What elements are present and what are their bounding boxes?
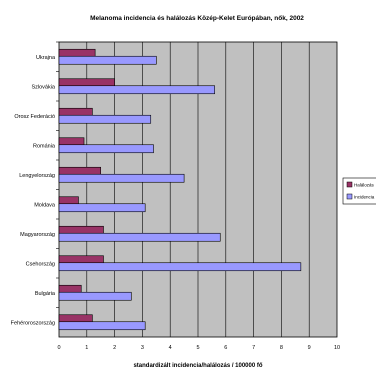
x-tick-label-1: 1 xyxy=(85,345,88,351)
bar-incidencia-3 xyxy=(58,144,154,154)
bar-incidencia-7 xyxy=(58,262,302,272)
bar-incidencia-2 xyxy=(58,114,152,124)
category-label-6: Magyarország xyxy=(20,232,55,238)
x-tick-labels: 0 1 2 3 4 5 6 7 8 9 10 xyxy=(57,345,340,351)
bar-incidencia-0 xyxy=(58,55,157,65)
chart-title: Melanoma incidencia és halálozás Közép-K… xyxy=(90,15,304,22)
legend-label-incidencia: Incidencia xyxy=(354,195,375,200)
legend-label-halalozas: Halálozás xyxy=(354,183,375,188)
bar-incidencia-8 xyxy=(58,291,132,301)
category-label-1: Szlovákia xyxy=(31,84,55,90)
legend-swatch-incidencia xyxy=(346,193,353,200)
x-tick-label-5: 5 xyxy=(196,345,199,351)
category-label-8: Bulgária xyxy=(35,291,56,297)
legend: Halálozás Incidencia xyxy=(342,177,376,205)
bar-incidencia-6 xyxy=(58,232,221,242)
category-label-9: Fehéroroszország xyxy=(11,320,55,326)
x-tick-label-9: 9 xyxy=(308,345,311,351)
x-tick-label-0: 0 xyxy=(57,345,60,351)
x-tick-label-3: 3 xyxy=(141,345,144,351)
legend-swatch-halalozas xyxy=(346,181,353,188)
x-tick-label-8: 8 xyxy=(280,345,283,351)
category-labels: Ukrajna Szlovákia Orosz Federáció Románia Le… xyxy=(11,41,59,326)
bars xyxy=(58,48,302,331)
x-tick-label-6: 6 xyxy=(224,345,227,351)
x-tick-label-2: 2 xyxy=(113,345,116,351)
category-label-7: Csehország xyxy=(26,261,55,267)
x-axis-label: standardizált incidencia/halálozás / 100… xyxy=(133,363,262,369)
x-tick-label-10: 10 xyxy=(334,345,340,351)
category-label-2: Orosz Federáció xyxy=(14,114,55,120)
category-label-5: Moldava xyxy=(34,202,56,208)
x-tick-label-7: 7 xyxy=(252,345,255,351)
category-label-3: Románia xyxy=(33,143,56,149)
bar-incidencia-5 xyxy=(58,203,146,213)
x-tick-label-4: 4 xyxy=(169,345,172,351)
category-label-4: Lengyelország xyxy=(19,173,55,179)
bar-incidencia-1 xyxy=(58,85,215,95)
bar-incidencia-4 xyxy=(58,173,185,183)
category-label-0: Ukrajna xyxy=(36,55,56,61)
bar-incidencia-9 xyxy=(58,321,146,331)
